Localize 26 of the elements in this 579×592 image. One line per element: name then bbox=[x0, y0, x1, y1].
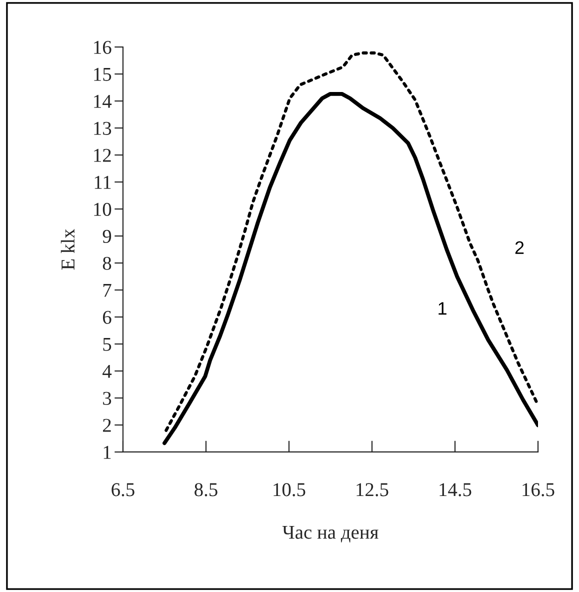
y-tick-label: 16 bbox=[94, 40, 112, 54]
y-tick-label: 15 bbox=[94, 68, 112, 81]
y-axis-title: E klx bbox=[60, 228, 74, 270]
y-tick-label: 5 bbox=[103, 338, 112, 351]
y-tick-label: 2 bbox=[103, 418, 111, 432]
x-axis-title: Час на деня bbox=[282, 526, 378, 542]
y-tick-label: 4 bbox=[102, 364, 112, 378]
y-tick-label: 1 bbox=[104, 446, 111, 459]
y-tick-label: 9 bbox=[102, 230, 112, 243]
x-tick-label: 12.5 bbox=[356, 483, 388, 496]
y-tick-label: 13 bbox=[94, 122, 112, 135]
y-tick-label: 14 bbox=[94, 94, 112, 108]
x-tick-label: 10.5 bbox=[274, 483, 306, 496]
x-tick-label: 16.5 bbox=[522, 483, 554, 496]
x-tick-label: 14.5 bbox=[440, 483, 472, 496]
x-tick-label: 8.5 bbox=[194, 483, 218, 496]
x-tick-label: 6.5 bbox=[112, 483, 134, 496]
y-tick-label: 7 bbox=[103, 284, 112, 297]
y-tick-label: 3 bbox=[103, 392, 112, 405]
y-tick-label: 11 bbox=[94, 176, 111, 189]
y-tick-label: 12 bbox=[94, 148, 111, 162]
series-label: 1 bbox=[438, 302, 446, 315]
y-tick-label: 10 bbox=[94, 202, 112, 216]
text: 2 bbox=[515, 241, 524, 254]
y-tick-label: 8 bbox=[102, 256, 112, 270]
y-tick-label: 6 bbox=[102, 310, 112, 324]
